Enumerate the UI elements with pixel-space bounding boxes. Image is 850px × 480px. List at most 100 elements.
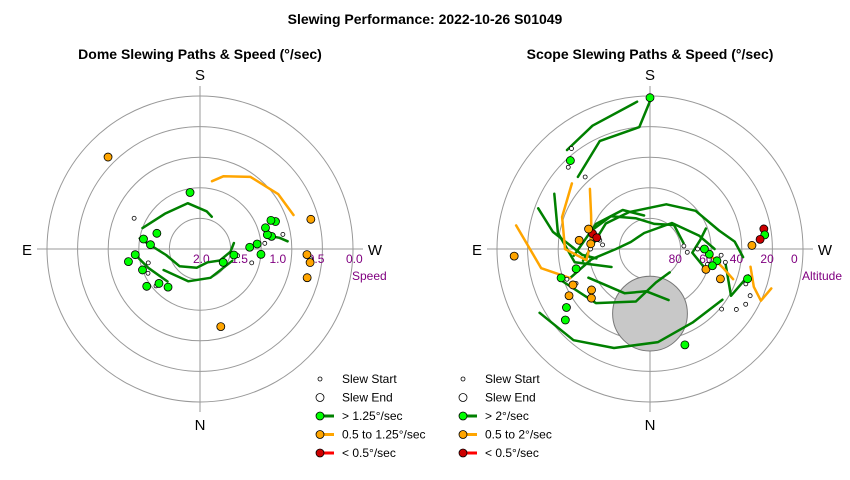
legend-label: Slew Start bbox=[485, 372, 540, 386]
slew-path-fast bbox=[560, 271, 671, 305]
slew-path-fast bbox=[568, 221, 716, 280]
scope-obscured-region bbox=[612, 275, 688, 352]
ring-label: 1.0 bbox=[270, 252, 287, 266]
slew-end-marker bbox=[701, 264, 711, 274]
slew-start-marker bbox=[249, 260, 255, 266]
dome-legend: Slew Start Slew End > 1.25°/sec 0.5 to 1.25… bbox=[315, 372, 426, 460]
legend-label: > 1.25°/sec bbox=[342, 409, 403, 423]
slew-end-marker bbox=[138, 265, 147, 275]
slew-end-marker bbox=[261, 223, 270, 233]
slew-path-fast bbox=[133, 253, 169, 283]
slew-start-marker bbox=[718, 252, 724, 258]
slew-end-marker bbox=[216, 322, 226, 331]
slew-path-fast bbox=[138, 237, 236, 270]
scope-compass-bottom: N bbox=[645, 417, 656, 434]
slew-start-marker bbox=[569, 146, 574, 151]
slew-end-marker bbox=[146, 240, 155, 250]
slew-end-marker bbox=[645, 93, 655, 103]
dome-compass-right: W bbox=[368, 242, 383, 259]
slew-start-marker bbox=[600, 242, 605, 248]
slew-start-marker bbox=[733, 307, 739, 312]
slew-end-marker bbox=[302, 273, 312, 283]
slew-start-marker bbox=[684, 249, 690, 255]
slew-end-marker bbox=[700, 244, 709, 254]
legend-label: < 0.5°/sec bbox=[485, 446, 539, 460]
slew-end-marker bbox=[163, 282, 173, 292]
dome-grid bbox=[37, 86, 363, 412]
ring-label: 80 bbox=[669, 252, 683, 266]
dome-markers bbox=[103, 152, 316, 331]
legend-label: > 2°/sec bbox=[485, 409, 529, 423]
legend-label: Slew End bbox=[342, 391, 393, 405]
scope-panel-title: Scope Slewing Paths & Speed (°/sec) bbox=[527, 46, 774, 62]
slew-end-marker bbox=[574, 235, 584, 245]
legend-end-swatch bbox=[315, 393, 325, 402]
slew-start-marker bbox=[582, 174, 588, 180]
scope-compass-left: E bbox=[472, 242, 482, 259]
slew-start-marker bbox=[131, 215, 137, 221]
ring-label: 0 bbox=[791, 252, 798, 266]
slew-start-marker bbox=[262, 240, 268, 246]
legend-label: < 0.5°/sec bbox=[342, 446, 396, 460]
slew-end-marker bbox=[755, 234, 765, 244]
ring-label: 0.0 bbox=[346, 252, 363, 266]
slew-end-marker bbox=[586, 239, 596, 249]
slew-end-marker bbox=[586, 293, 596, 303]
slew-end-marker bbox=[185, 188, 195, 197]
slew-path-medium bbox=[560, 182, 588, 262]
slew-path-fast bbox=[592, 214, 685, 245]
slew-end-marker bbox=[743, 274, 752, 284]
slew-end-marker bbox=[142, 281, 152, 291]
scope-ring-labels: 80 60 40 20 0 bbox=[669, 252, 798, 266]
legend-label: Slew End bbox=[485, 391, 536, 405]
slew-path-fast bbox=[581, 203, 745, 263]
legend-start-swatch bbox=[317, 376, 323, 382]
slew-end-marker bbox=[565, 156, 575, 165]
slew-start-marker bbox=[695, 246, 700, 252]
slew-end-marker bbox=[245, 242, 255, 252]
scope-grid bbox=[487, 86, 813, 412]
legend-label: 0.5 to 2°/sec bbox=[485, 428, 552, 442]
slew-end-marker bbox=[124, 257, 133, 267]
slew-start-marker bbox=[145, 270, 151, 276]
dome-radial-label: Speed bbox=[352, 269, 387, 283]
ring-label: 40 bbox=[730, 252, 744, 266]
slew-end-marker bbox=[571, 264, 581, 274]
scope-markers bbox=[509, 93, 770, 350]
slew-start-marker bbox=[280, 231, 286, 237]
slew-start-marker bbox=[719, 306, 725, 312]
slew-end-marker bbox=[556, 273, 566, 283]
slew-end-marker bbox=[584, 224, 593, 234]
slew-end-marker bbox=[562, 303, 571, 312]
slew-end-marker bbox=[103, 152, 113, 162]
slew-end-marker bbox=[302, 250, 312, 260]
slew-path-fast bbox=[691, 227, 708, 271]
legend-marker-swatch bbox=[315, 430, 325, 439]
obscured-circle bbox=[612, 275, 688, 352]
slew-end-marker bbox=[152, 228, 162, 238]
legend-end-swatch bbox=[458, 393, 468, 402]
slew-path-fast bbox=[538, 298, 724, 350]
scope-compass-top: S bbox=[645, 67, 655, 84]
slew-path-fast bbox=[565, 100, 639, 152]
slew-end-marker bbox=[139, 234, 148, 244]
dome-compass-left: E bbox=[22, 242, 32, 259]
slew-end-marker bbox=[716, 274, 725, 284]
slew-path-medium bbox=[749, 265, 773, 302]
dome-compass-bottom: N bbox=[195, 417, 206, 434]
scope-panel: Scope Slewing Paths & Speed (°/sec) S N … bbox=[458, 46, 842, 460]
ring-label: 2.0 bbox=[193, 252, 210, 266]
slew-end-marker bbox=[218, 257, 228, 267]
slew-end-marker bbox=[564, 291, 574, 301]
dome-panel-title: Dome Slewing Paths & Speed (°/sec) bbox=[78, 46, 322, 62]
slew-path-fast bbox=[162, 259, 234, 283]
slew-start-marker bbox=[565, 164, 571, 170]
scope-legend: Slew Start Slew End > 2°/sec 0.5 to 2°/sec <… bbox=[458, 372, 552, 460]
legend-marker-swatch bbox=[315, 448, 325, 458]
slew-end-marker bbox=[592, 233, 602, 243]
legend-marker-swatch bbox=[315, 411, 325, 421]
slew-end-marker bbox=[568, 280, 578, 290]
slew-end-marker bbox=[256, 249, 266, 259]
legend-label: Slew Start bbox=[342, 372, 397, 386]
